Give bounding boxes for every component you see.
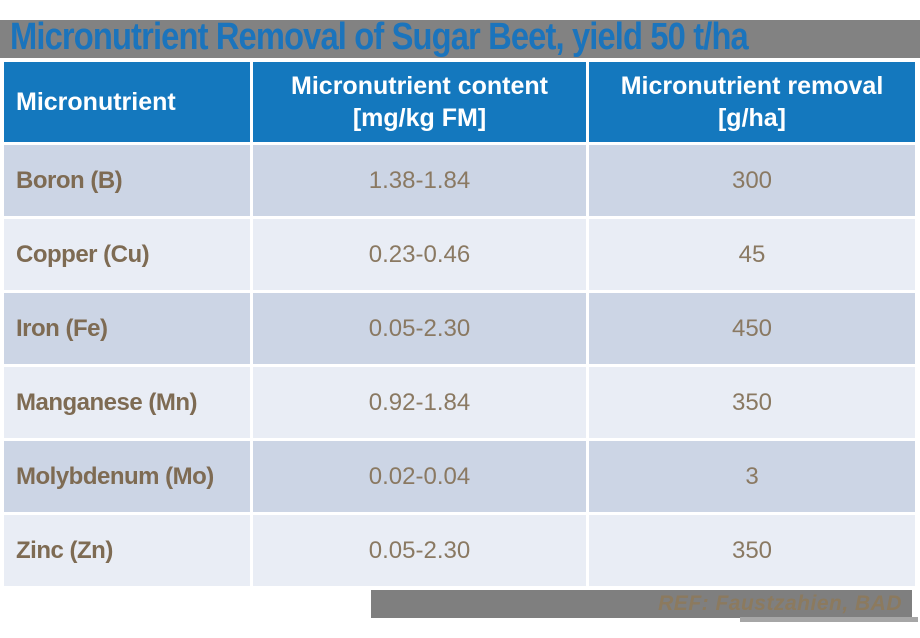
content-value: 0.23-0.46 (253, 219, 586, 290)
content-value: 0.05-2.30 (253, 515, 586, 586)
removal-value: 3 (589, 441, 915, 512)
col-header-removal: Micronutrient removal [g/ha] (589, 62, 915, 142)
reference-bar: REF: Faustzahien, BAD (371, 590, 912, 618)
reference-text: REF: Faustzahien, BAD (658, 592, 902, 615)
col-header-content-line1: Micronutrient content (291, 71, 548, 100)
content-value: 0.05-2.30 (253, 293, 586, 364)
table-row-zinc: Zinc (Zn) 0.05-2.30 350 (4, 515, 915, 586)
row-label: Iron (Fe) (4, 293, 250, 364)
col-header-removal-line1: Micronutrient removal (620, 71, 884, 100)
content-value: 1.38-1.84 (253, 145, 586, 216)
col-header-content: Micronutrient content [mg/kg FM] (253, 62, 586, 142)
removal-value: 350 (589, 367, 915, 438)
removal-value: 300 (589, 145, 915, 216)
slide-title: Micronutrient Removal of Sugar Beet, yie… (10, 16, 749, 58)
row-label: Zinc (Zn) (4, 515, 250, 586)
micronutrient-table-container: Micronutrient Micronutrient content [mg/… (1, 59, 918, 589)
reference-bar-shadow (740, 617, 918, 622)
header-row: Micronutrient Micronutrient content [mg/… (4, 62, 915, 142)
title-bar (0, 20, 920, 58)
col-header-content-line2: [mg/kg FM] (352, 104, 487, 132)
removal-value: 450 (589, 293, 915, 364)
table-row-boron: Boron (B) 1.38-1.84 300 (4, 145, 915, 216)
table-row-manganese: Manganese (Mn) 0.92-1.84 350 (4, 367, 915, 438)
row-label: Boron (B) (4, 145, 250, 216)
removal-value: 350 (589, 515, 915, 586)
col-header-removal-line2: [g/ha] (717, 104, 787, 132)
table-row-molybdenum: Molybdenum (Mo) 0.02-0.04 3 (4, 441, 915, 512)
row-label: Manganese (Mn) (4, 367, 250, 438)
row-label: Molybdenum (Mo) (4, 441, 250, 512)
col-header-micronutrient: Micronutrient (4, 62, 250, 142)
content-value: 0.02-0.04 (253, 441, 586, 512)
table-row-copper: Copper (Cu) 0.23-0.46 45 (4, 219, 915, 290)
removal-value: 45 (589, 219, 915, 290)
content-value: 0.92-1.84 (253, 367, 586, 438)
micronutrient-table: Micronutrient Micronutrient content [mg/… (1, 59, 918, 589)
table-row-iron: Iron (Fe) 0.05-2.30 450 (4, 293, 915, 364)
row-label: Copper (Cu) (4, 219, 250, 290)
